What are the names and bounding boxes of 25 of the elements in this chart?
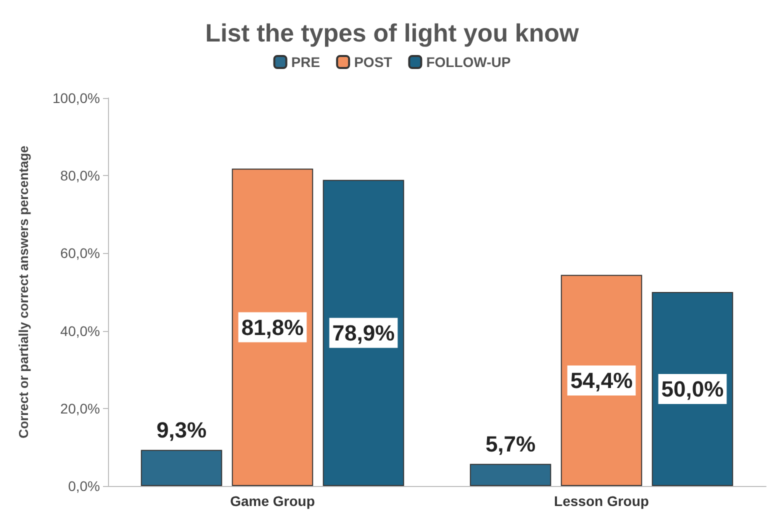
y-tick-label: 80,0% xyxy=(60,168,100,184)
y-axis-title: Correct or partially correct answers percentage xyxy=(16,146,31,438)
chart-title: List the types of light you know xyxy=(205,20,580,48)
y-tick-label: 100,0% xyxy=(52,90,100,106)
data-label: 9,3% xyxy=(156,417,207,442)
bar xyxy=(140,450,222,486)
x-tick-label: Lesson Group xyxy=(554,493,649,509)
y-tick-label: 20,0% xyxy=(60,400,100,416)
bar xyxy=(232,168,314,486)
data-label: 5,7% xyxy=(485,431,536,456)
x-tick-label: Game Group xyxy=(230,493,315,509)
legend-label: FOLLOW-UP xyxy=(426,54,511,70)
data-label: 78,9% xyxy=(332,320,395,346)
legend-label: PRE xyxy=(291,54,320,70)
data-label: 54,4% xyxy=(570,368,633,393)
legend-label: POST xyxy=(354,54,393,70)
data-label: 50,0% xyxy=(661,376,724,402)
bar xyxy=(652,292,734,486)
y-tick-label: 60,0% xyxy=(60,245,100,262)
bar xyxy=(322,180,404,486)
bar xyxy=(560,274,642,486)
y-tick-label: 40,0% xyxy=(60,322,100,339)
y-tick-label: 0,0% xyxy=(68,478,100,494)
data-label: 81,8% xyxy=(241,314,304,340)
bar xyxy=(470,464,552,486)
